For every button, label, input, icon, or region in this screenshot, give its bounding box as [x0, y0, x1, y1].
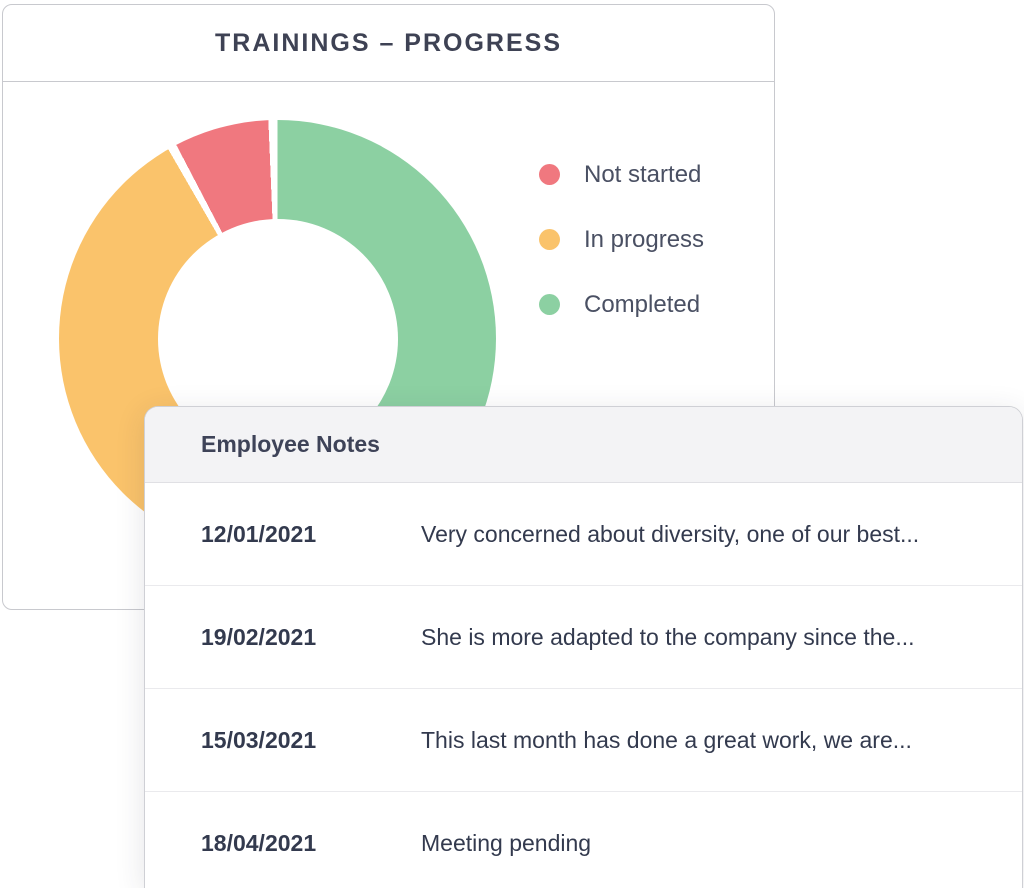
note-date: 15/03/2021 — [201, 726, 317, 753]
legend-dot-icon — [539, 229, 560, 250]
table-row[interactable]: 19/02/2021 She is more adapted to the co… — [145, 586, 1022, 689]
chart-legend: Not started In progress Completed — [539, 153, 704, 326]
table-row[interactable]: 15/03/2021 This last month has done a gr… — [145, 689, 1022, 792]
note-text: She is more adapted to the company since… — [421, 623, 915, 650]
trainings-card-title: TRAININGS – PROGRESS — [215, 28, 562, 57]
note-date: 19/02/2021 — [201, 623, 317, 650]
legend-item-not-started[interactable]: Not started — [539, 153, 704, 196]
legend-label: Not started — [584, 160, 702, 188]
table-row[interactable]: 12/01/2021 Very concerned about diversit… — [145, 483, 1022, 586]
notes-card-header: Employee Notes — [145, 407, 1022, 483]
note-date: 12/01/2021 — [201, 520, 317, 547]
note-text: This last month has done a great work, w… — [421, 726, 912, 753]
note-date: 18/04/2021 — [201, 830, 317, 856]
table-row[interactable]: 18/04/2021 Meeting pending — [145, 792, 1022, 888]
trainings-card-header: TRAININGS – PROGRESS — [3, 5, 774, 82]
legend-label: In progress — [584, 225, 705, 253]
notes-card-title: Employee Notes — [201, 431, 380, 457]
note-text: Very concerned about diversity, one of o… — [421, 520, 920, 547]
legend-item-in-progress[interactable]: In progress — [539, 218, 704, 261]
employee-notes-card: Employee Notes 12/01/2021 Very concerned… — [144, 406, 1023, 888]
legend-dot-icon — [539, 164, 560, 185]
note-text: Meeting pending — [421, 830, 592, 856]
legend-dot-icon — [539, 294, 560, 315]
legend-item-completed[interactable]: Completed — [539, 283, 704, 326]
legend-label: Completed — [584, 290, 701, 318]
